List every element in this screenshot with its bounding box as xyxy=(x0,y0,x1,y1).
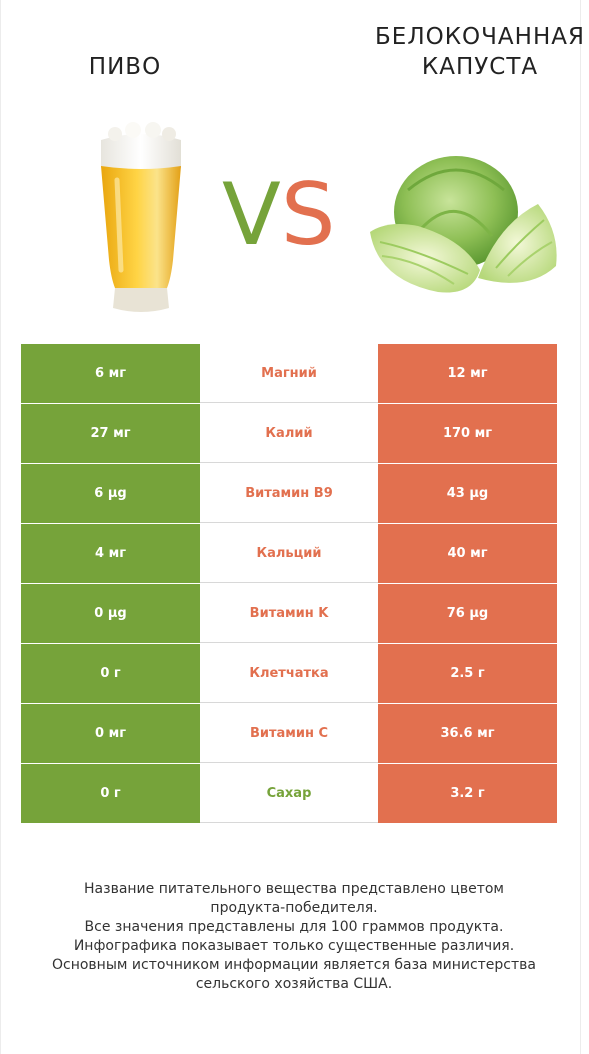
table-row: 0 г Сахар 3.2 г xyxy=(21,764,557,823)
nutrient-name-cell: Клетчатка xyxy=(200,644,378,703)
vs-label: VS xyxy=(222,160,335,270)
left-value-cell: 27 мг xyxy=(21,404,200,463)
right-value-cell: 76 µg xyxy=(378,584,557,643)
right-value-cell: 3.2 г xyxy=(378,764,557,823)
left-product-title: ПИВО xyxy=(50,52,200,82)
footnote-line: Все значения представлены для 100 граммо… xyxy=(84,919,504,935)
left-value-cell: 0 мг xyxy=(21,704,200,763)
left-value-cell: 0 µg xyxy=(21,584,200,643)
nutrient-name-cell: Калий xyxy=(200,404,378,463)
footnote-line: Название питательного вещества представл… xyxy=(84,881,504,897)
right-product-title-line1: БЕЛОКОЧАННАЯ xyxy=(375,24,585,50)
nutrient-name-cell: Кальций xyxy=(200,524,378,583)
left-product-title-text: ПИВО xyxy=(88,54,162,80)
nutrient-name-cell: Витамин B9 xyxy=(200,464,378,523)
right-product-title: БЕЛОКОЧАННАЯ КАПУСТА xyxy=(355,22,589,82)
right-product-title-line2: КАПУСТА xyxy=(421,54,539,80)
right-value-cell: 36.6 мг xyxy=(378,704,557,763)
beer-glass-image xyxy=(101,122,181,312)
footnote-line: Основным источником информации является … xyxy=(52,957,536,973)
left-value-cell: 6 µg xyxy=(21,464,200,523)
right-value-cell: 43 µg xyxy=(378,464,557,523)
left-value-cell: 0 г xyxy=(21,764,200,823)
vs-s-letter: S xyxy=(280,165,336,265)
right-value-cell: 40 мг xyxy=(378,524,557,583)
nutrient-name-cell: Витамин C xyxy=(200,704,378,763)
nutrient-name-cell: Сахар xyxy=(200,764,378,823)
frame-right-border xyxy=(580,0,581,1054)
table-row: 6 µg Витамин B9 43 µg xyxy=(21,464,557,523)
table-row: 0 мг Витамин C 36.6 мг xyxy=(21,704,557,763)
right-value-cell: 2.5 г xyxy=(378,644,557,703)
table-row: 0 µg Витамин K 76 µg xyxy=(21,584,557,643)
footnote: Название питательного вещества представл… xyxy=(20,880,568,994)
footnote-line: Инфографика показывает только существенн… xyxy=(73,938,515,954)
left-value-cell: 0 г xyxy=(21,644,200,703)
left-value-cell: 6 мг xyxy=(21,344,200,403)
table-row: 4 мг Кальций 40 мг xyxy=(21,524,557,583)
nutrient-name-cell: Магний xyxy=(200,344,378,403)
nutrient-name-cell: Витамин K xyxy=(200,584,378,643)
vs-v-letter: V xyxy=(222,165,281,265)
table-row: 6 мг Магний 12 мг xyxy=(21,344,557,403)
footnote-line: продукта-победителя. xyxy=(210,900,378,916)
right-value-cell: 12 мг xyxy=(378,344,557,403)
table-row: 27 мг Калий 170 мг xyxy=(21,404,557,463)
cabbage-image xyxy=(370,156,557,293)
left-value-cell: 4 мг xyxy=(21,524,200,583)
table-row: 0 г Клетчатка 2.5 г xyxy=(21,644,557,703)
frame-left-border xyxy=(0,0,1,1054)
right-value-cell: 170 мг xyxy=(378,404,557,463)
nutrient-comparison-table: 6 мг Магний 12 мг 27 мг Калий 170 мг 6 µg Витам… xyxy=(21,344,557,824)
footnote-line: сельского хозяйства США. xyxy=(195,976,393,992)
